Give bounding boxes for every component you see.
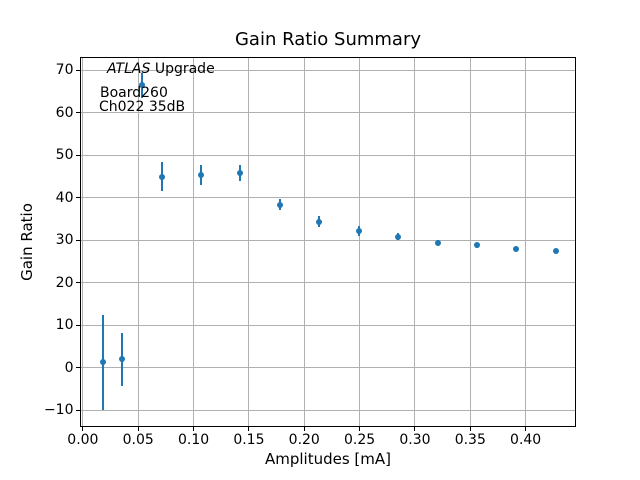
y-gridline bbox=[80, 154, 576, 156]
y-tick-mark bbox=[76, 367, 80, 369]
x-tick-mark bbox=[359, 427, 361, 432]
x-tick-mark bbox=[82, 427, 84, 432]
y-tick-mark bbox=[76, 154, 80, 156]
x-tick-mark bbox=[525, 427, 527, 432]
x-tick-label: 0.35 bbox=[454, 432, 486, 448]
y-gridline bbox=[80, 69, 576, 71]
x-tick-label: 0.15 bbox=[233, 432, 265, 448]
x-gridline bbox=[303, 57, 305, 428]
x-tick-label: 0.00 bbox=[67, 432, 99, 448]
x-gridline bbox=[469, 57, 471, 428]
data-point-marker bbox=[473, 242, 480, 249]
x-gridline bbox=[82, 57, 84, 428]
y-gridline bbox=[80, 282, 576, 284]
data-point-marker bbox=[355, 227, 362, 234]
y-tick-mark bbox=[76, 112, 80, 114]
data-point-marker bbox=[119, 356, 126, 363]
x-tick-mark bbox=[303, 427, 305, 432]
y-gridline bbox=[80, 324, 576, 326]
x-tick-mark bbox=[414, 427, 416, 432]
y-gridline bbox=[80, 409, 576, 411]
data-point-marker bbox=[276, 201, 283, 208]
y-tick-mark bbox=[76, 409, 80, 411]
x-tick-label: 0.05 bbox=[122, 432, 154, 448]
x-tick-mark bbox=[193, 427, 195, 432]
y-tick-mark bbox=[76, 324, 80, 326]
data-point-marker bbox=[552, 247, 559, 254]
x-gridline bbox=[359, 57, 361, 428]
annotation-atlas-text: ATLAS bbox=[107, 61, 151, 77]
x-gridline bbox=[193, 57, 195, 428]
x-axis-label: Amplitudes [mA] bbox=[264, 450, 392, 468]
y-tick-label: 30 bbox=[55, 232, 74, 249]
x-tick-label: 0.20 bbox=[288, 432, 320, 448]
x-gridline bbox=[137, 57, 139, 428]
y-tick-mark bbox=[76, 69, 80, 71]
x-tick-mark bbox=[469, 427, 471, 432]
y-tick-mark bbox=[76, 197, 80, 199]
annotation-line-3: Ch022 35dB bbox=[99, 99, 186, 115]
plot-area-border bbox=[80, 57, 576, 427]
annotation-line-1: ATLAS Upgrade bbox=[107, 62, 215, 77]
y-tick-label: 0 bbox=[64, 359, 74, 376]
data-point-marker bbox=[316, 218, 323, 225]
data-point-marker bbox=[158, 173, 165, 180]
x-gridline bbox=[248, 57, 250, 428]
data-point-marker bbox=[513, 245, 520, 252]
y-tick-label: 10 bbox=[55, 317, 74, 334]
data-point-marker bbox=[138, 82, 145, 89]
y-tick-mark bbox=[76, 239, 80, 241]
data-point-marker bbox=[434, 239, 441, 246]
y-gridline bbox=[80, 112, 576, 114]
x-gridline bbox=[414, 57, 416, 428]
y-tick-label: 60 bbox=[55, 104, 74, 121]
y-gridline bbox=[80, 367, 576, 369]
x-tick-label: 0.25 bbox=[344, 432, 376, 448]
y-tick-label: 50 bbox=[55, 147, 74, 164]
y-tick-label: 20 bbox=[55, 274, 74, 291]
chart-title: Gain Ratio Summary bbox=[234, 29, 422, 50]
x-tick-label: 0.30 bbox=[399, 432, 431, 448]
x-tick-mark bbox=[137, 427, 139, 432]
y-tick-label: 40 bbox=[55, 189, 74, 206]
y-gridline bbox=[80, 197, 576, 199]
y-tick-mark bbox=[76, 282, 80, 284]
y-tick-label: −10 bbox=[43, 402, 74, 419]
x-tick-mark bbox=[248, 427, 250, 432]
annotation-line-2: Board260 bbox=[100, 85, 168, 101]
annotation-upgrade-text: Upgrade bbox=[150, 61, 215, 77]
data-point-marker bbox=[237, 170, 244, 177]
data-point-marker bbox=[99, 359, 106, 366]
y-gridline bbox=[80, 239, 576, 241]
y-axis-label: Gain Ratio bbox=[18, 203, 36, 281]
y-tick-label: 70 bbox=[55, 62, 74, 79]
data-point-marker bbox=[198, 171, 205, 178]
x-tick-label: 0.10 bbox=[177, 432, 210, 448]
x-tick-label: 0.40 bbox=[510, 432, 542, 448]
x-gridline bbox=[525, 57, 527, 428]
data-point-marker bbox=[395, 233, 402, 240]
